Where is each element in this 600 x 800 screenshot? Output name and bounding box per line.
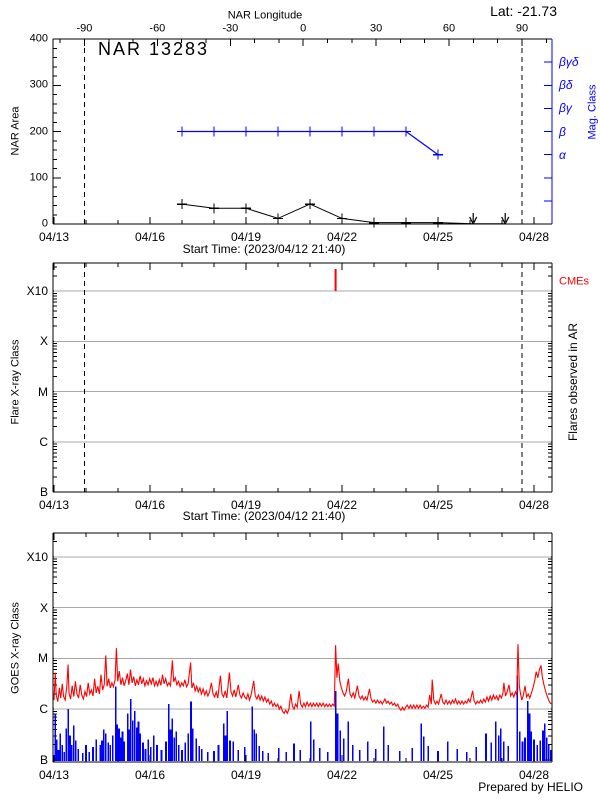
nar-area-line xyxy=(181,203,506,225)
goes-flux-line xyxy=(53,644,553,715)
zero-arrow-marker xyxy=(469,216,474,225)
zero-arrow-marker xyxy=(504,216,510,225)
zero-arrow-marker xyxy=(501,216,506,225)
zero-arrow-marker xyxy=(472,216,478,225)
